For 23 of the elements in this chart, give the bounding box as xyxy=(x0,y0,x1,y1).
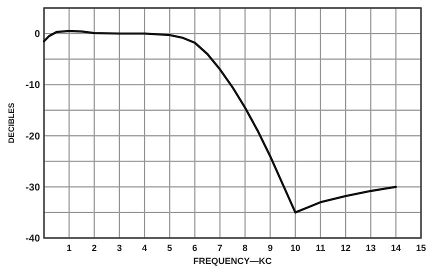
x-tick-label: 2 xyxy=(92,243,97,253)
x-tick-label: 11 xyxy=(316,243,326,253)
y-tick-label: -20 xyxy=(26,131,40,142)
y-axis-title: DECIBLES xyxy=(7,102,16,144)
x-axis-title: FREQUENCY—KC xyxy=(193,256,272,266)
y-tick-label: -40 xyxy=(26,234,40,244)
x-tick-label: 8 xyxy=(242,243,248,253)
x-tick-label: 14 xyxy=(390,243,401,253)
x-tick-label: 5 xyxy=(167,243,172,253)
y-tick-label: -30 xyxy=(26,182,40,194)
x-tick-label: 15 xyxy=(416,243,426,253)
x-tick-label: 4 xyxy=(142,243,148,253)
y-tick-label: 0 xyxy=(34,29,40,40)
x-tick-label: 10 xyxy=(290,243,300,253)
x-tick-label: 12 xyxy=(340,243,351,253)
x-tick-label: 1 xyxy=(66,243,72,253)
x-tick-label: 3 xyxy=(116,243,122,253)
x-tick-label: 7 xyxy=(217,243,222,253)
y-tick-label: -10 xyxy=(26,80,40,92)
x-tick-label: 6 xyxy=(192,243,198,253)
x-tick-label: 9 xyxy=(268,243,273,253)
x-tick-label: 13 xyxy=(366,243,376,253)
line-series xyxy=(42,30,397,214)
